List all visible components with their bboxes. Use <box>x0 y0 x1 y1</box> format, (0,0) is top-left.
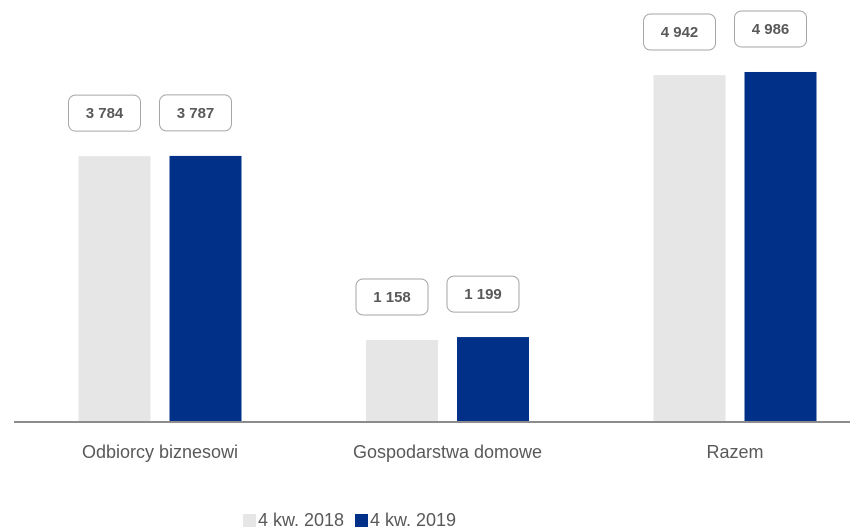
value-label-box <box>355 278 429 316</box>
value-label: 1 199 <box>464 286 502 303</box>
bar <box>366 339 438 421</box>
legend-swatch <box>243 514 256 527</box>
value-label-box <box>159 94 232 132</box>
bar <box>744 71 817 421</box>
value-label: 3 787 <box>177 105 215 122</box>
x-tick-label: Odbiorcy biznesowi <box>82 442 238 462</box>
value-label-box <box>68 94 141 132</box>
value-label: 4 986 <box>752 21 790 38</box>
value-label: 1 158 <box>373 289 411 306</box>
bar <box>653 75 726 421</box>
x-tick-label: Razem <box>706 442 763 462</box>
value-label-box <box>446 275 520 313</box>
legend-label: 4 kw. 2019 <box>370 510 456 530</box>
legend-label: 4 kw. 2018 <box>258 510 344 530</box>
bar <box>169 155 242 421</box>
x-tick-label: Gospodarstwa domowe <box>353 442 542 462</box>
bar <box>78 156 151 421</box>
value-label: 4 942 <box>661 24 699 41</box>
legend-swatch <box>355 514 368 527</box>
value-label-box <box>734 10 807 48</box>
value-label: 3 784 <box>86 105 124 122</box>
value-label-box <box>643 13 716 51</box>
bar <box>457 337 529 421</box>
